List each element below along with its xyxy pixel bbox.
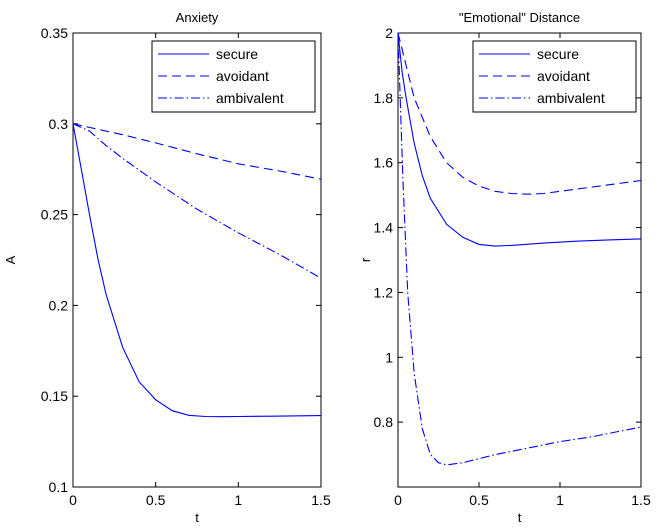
- y-tick-label: 1.8: [374, 90, 394, 106]
- series-line-secure: [397, 32, 642, 247]
- y-tick-label: 1.2: [374, 284, 394, 300]
- legend-label: secure: [216, 46, 258, 62]
- legend-label: ambivalent: [537, 90, 605, 106]
- x-axis-label: t: [195, 510, 199, 525]
- y-axis-label: A: [3, 255, 18, 264]
- y-tick-label: 0.15: [41, 388, 68, 404]
- y-tick-label: 1.4: [374, 220, 394, 236]
- series-line-ambivalent: [72, 123, 322, 279]
- x-tick-label: 0.5: [146, 492, 166, 508]
- y-tick-label: 0.35: [41, 25, 68, 41]
- y-axis-label: r: [358, 257, 373, 262]
- y-tick-label: 2: [385, 25, 393, 41]
- x-tick-label: 1.5: [631, 492, 651, 508]
- x-tick-label: 0: [69, 492, 77, 508]
- legend-label: ambivalent: [216, 90, 284, 106]
- legend-label: avoidant: [216, 68, 269, 84]
- chart-title: Anxiety: [176, 10, 219, 25]
- legend-label: secure: [537, 46, 579, 62]
- y-tick-label: 0.3: [49, 116, 69, 132]
- y-tick-label: 1: [385, 349, 393, 365]
- chart-title: "Emotional" Distance: [459, 10, 580, 25]
- y-tick-label: 1.6: [374, 155, 394, 171]
- x-tick-label: 0.5: [469, 492, 489, 508]
- series-line-avoidant: [397, 32, 642, 195]
- x-tick-label: 1: [556, 492, 564, 508]
- legend-label: avoidant: [537, 68, 590, 84]
- y-tick-label: 0.2: [49, 297, 69, 313]
- x-tick-label: 1: [234, 492, 242, 508]
- x-tick-label: 1.5: [311, 492, 331, 508]
- y-tick-label: 0.25: [41, 207, 68, 223]
- series-line-secure: [72, 123, 322, 418]
- x-axis-label: t: [518, 510, 522, 525]
- y-tick-label: 0.1: [49, 479, 69, 495]
- series-line-avoidant: [72, 123, 322, 180]
- x-tick-label: 0: [394, 492, 402, 508]
- y-tick-label: 0.8: [374, 414, 394, 430]
